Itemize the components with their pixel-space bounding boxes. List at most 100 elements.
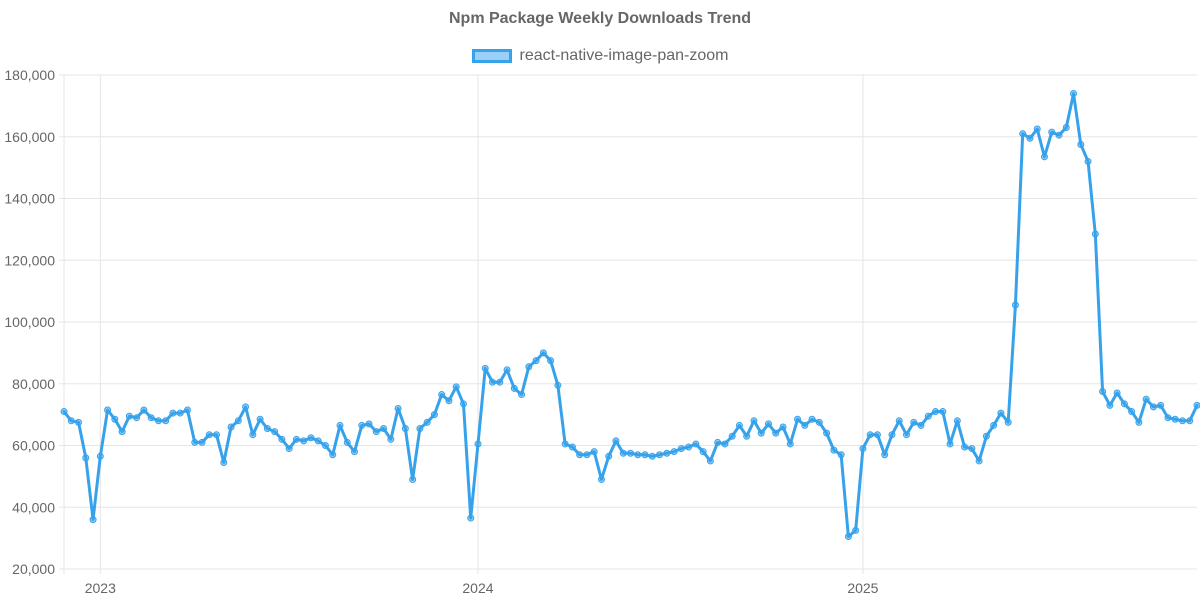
data-point[interactable] [234, 417, 242, 425]
data-point[interactable] [1019, 130, 1027, 138]
data-point[interactable] [60, 408, 68, 416]
data-point[interactable] [1120, 400, 1128, 408]
data-point[interactable] [837, 451, 845, 459]
data-point[interactable] [1040, 153, 1048, 161]
data-point[interactable] [416, 425, 424, 433]
data-point[interactable] [568, 443, 576, 451]
data-point[interactable] [394, 404, 402, 412]
data-point[interactable] [220, 458, 228, 466]
data-point[interactable] [1048, 128, 1056, 136]
data-point[interactable] [1149, 403, 1157, 411]
data-point[interactable] [1055, 131, 1063, 139]
data-point[interactable] [496, 378, 504, 386]
data-point[interactable] [242, 403, 250, 411]
data-point[interactable] [96, 452, 104, 460]
data-point[interactable] [750, 417, 758, 425]
data-point[interactable] [823, 429, 831, 437]
data-point[interactable] [1011, 301, 1019, 309]
data-point[interactable] [474, 440, 482, 448]
data-point[interactable] [910, 418, 918, 426]
data-point[interactable] [321, 442, 329, 449]
data-point[interactable] [365, 420, 373, 428]
data-point[interactable] [815, 418, 823, 426]
data-point[interactable] [583, 451, 591, 459]
data-point[interactable] [706, 457, 714, 465]
data-point[interactable] [685, 443, 693, 451]
legend[interactable]: react-native-image-pan-zoom [0, 47, 1200, 65]
data-point[interactable] [634, 451, 642, 459]
data-point[interactable] [576, 451, 584, 459]
data-point[interactable] [227, 423, 235, 431]
data-point[interactable] [728, 432, 736, 440]
data-point[interactable] [89, 516, 97, 524]
data-point[interactable] [1193, 401, 1200, 409]
data-point[interactable] [888, 431, 896, 439]
data-point[interactable] [554, 381, 562, 389]
data-point[interactable] [263, 425, 271, 433]
data-point[interactable] [881, 451, 889, 459]
data-point[interactable] [997, 409, 1005, 417]
data-point[interactable] [924, 412, 932, 420]
data-point[interactable] [895, 417, 903, 425]
data-point[interactable] [772, 429, 780, 437]
data-point[interactable] [1135, 418, 1143, 426]
data-point[interactable] [409, 475, 417, 483]
data-point[interactable] [358, 421, 366, 429]
data-point[interactable] [692, 440, 700, 448]
data-point[interactable] [961, 443, 969, 451]
data-point[interactable] [721, 440, 729, 448]
data-point[interactable] [467, 514, 475, 522]
data-point[interactable] [932, 408, 940, 416]
data-point[interactable] [1026, 134, 1034, 142]
legend-swatch[interactable] [471, 49, 512, 63]
data-point[interactable] [213, 431, 221, 439]
data-point[interactable] [249, 431, 257, 439]
data-point[interactable] [990, 421, 998, 429]
data-point[interactable] [1077, 140, 1085, 148]
data-point[interactable] [1186, 417, 1194, 425]
data-point[interactable] [169, 409, 177, 417]
data-point[interactable] [198, 438, 206, 446]
data-point[interactable] [735, 421, 743, 429]
data-point[interactable] [757, 429, 765, 437]
data-point[interactable] [489, 378, 497, 386]
data-point[interactable] [852, 526, 860, 534]
data-point[interactable] [445, 397, 453, 405]
data-point[interactable] [590, 448, 598, 456]
data-point[interactable] [423, 418, 431, 426]
data-point[interactable] [372, 428, 380, 436]
data-point[interactable] [677, 445, 685, 453]
data-point[interactable] [764, 420, 772, 428]
data-point[interactable] [387, 435, 395, 443]
data-point[interactable] [380, 425, 388, 433]
data-point[interactable] [1062, 123, 1070, 131]
data-point[interactable] [975, 457, 983, 465]
data-point[interactable] [300, 437, 308, 445]
data-point[interactable] [859, 445, 867, 453]
data-point[interactable] [1084, 157, 1092, 165]
data-point[interactable] [801, 421, 809, 429]
data-point[interactable] [1171, 415, 1179, 423]
data-point[interactable] [1157, 401, 1165, 409]
data-point[interactable] [183, 406, 191, 414]
data-point[interactable] [808, 415, 816, 423]
data-point[interactable] [351, 448, 359, 456]
data-point[interactable] [401, 425, 409, 433]
data-point[interactable] [271, 428, 279, 436]
data-point[interactable] [968, 445, 976, 453]
data-point[interactable] [307, 434, 315, 442]
data-point[interactable] [292, 435, 300, 443]
data-point[interactable] [1164, 414, 1172, 422]
data-point[interactable] [648, 452, 656, 460]
data-point[interactable] [278, 435, 286, 443]
data-point[interactable] [917, 421, 925, 429]
data-point[interactable] [314, 437, 322, 445]
data-point[interactable] [561, 440, 569, 448]
data-point[interactable] [1099, 387, 1107, 395]
data-point[interactable] [162, 417, 170, 425]
data-point[interactable] [532, 357, 540, 365]
data-point[interactable] [1033, 125, 1041, 133]
data-point[interactable] [830, 446, 838, 454]
data-point[interactable] [939, 408, 947, 416]
data-point[interactable] [1113, 389, 1121, 397]
